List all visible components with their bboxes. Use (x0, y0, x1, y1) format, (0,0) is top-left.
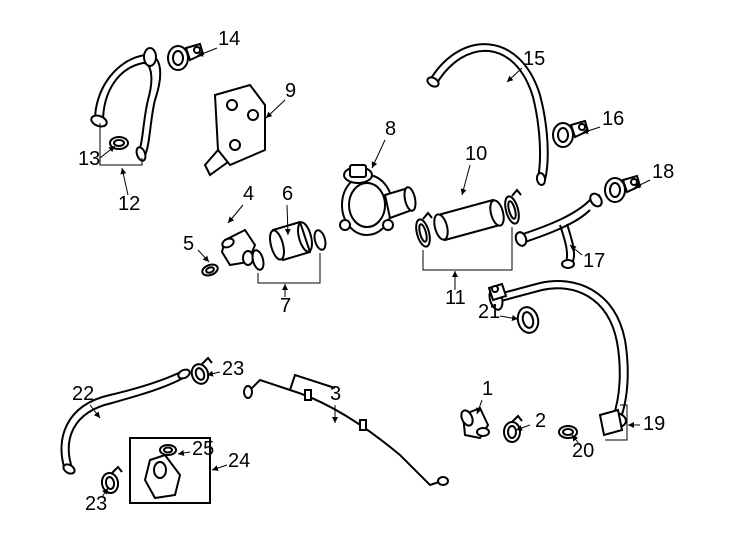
part-10-tube (432, 199, 506, 241)
part-19-tube (487, 281, 627, 435)
callout-24: 24 (228, 450, 250, 473)
part-1-sensor (459, 408, 489, 438)
part-9-bracket (205, 85, 265, 175)
part-25-oring (160, 445, 176, 455)
part-18-clamp (605, 176, 640, 202)
callout-13: 13 (78, 148, 100, 171)
callout-6: 6 (282, 183, 293, 206)
callout-21: 21 (478, 301, 500, 324)
part-16-clamp (553, 121, 588, 147)
callout-4: 4 (243, 183, 254, 206)
callout-9: 9 (285, 80, 296, 103)
callout-1: 1 (482, 378, 493, 401)
callout-11: 11 (445, 287, 466, 310)
callout-5: 5 (183, 233, 194, 256)
part-21-gasket (515, 305, 541, 335)
part-14-clamp (168, 44, 203, 70)
callout-3: 3 (330, 383, 341, 406)
part-3-hardline (244, 375, 448, 485)
callout-25: 25 (192, 438, 214, 461)
callout-7: 7 (280, 295, 291, 318)
parts-diagram (0, 0, 734, 540)
callout-23: 23 (222, 358, 244, 381)
callout-10: 10 (465, 143, 487, 166)
callout-2: 2 (535, 410, 546, 433)
callout-17: 17 (583, 250, 605, 273)
part-8-pump (340, 165, 417, 235)
callout-12: 12 (118, 193, 140, 216)
callout-18: 18 (652, 161, 674, 184)
part-23-clamp-lower (100, 467, 122, 494)
callout-14: 14 (218, 28, 240, 51)
part-6-sleeve (267, 221, 314, 261)
callout-15: 15 (523, 48, 545, 71)
callout-20: 20 (572, 440, 594, 463)
part-5-oring (201, 263, 219, 278)
callout-23b: 23 (85, 493, 107, 516)
callout-19: 19 (643, 413, 665, 436)
part-4-elbow (221, 230, 255, 265)
callout-16: 16 (602, 108, 624, 131)
part-20-oring (559, 426, 577, 438)
part-23-clamp-upper (189, 358, 212, 386)
callout-22: 22 (72, 383, 94, 406)
callout-8: 8 (385, 118, 396, 141)
